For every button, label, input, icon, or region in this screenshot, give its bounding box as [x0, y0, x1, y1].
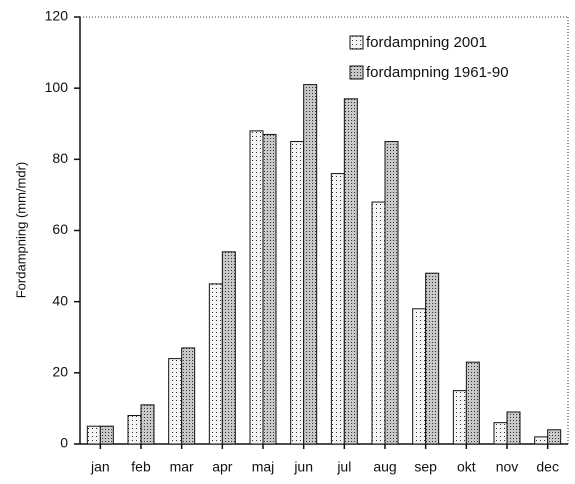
bar	[343, 98, 358, 445]
x-tick-label: okt	[457, 459, 476, 475]
bar	[221, 251, 236, 445]
bar	[127, 415, 142, 445]
bar	[99, 425, 114, 445]
x-tick-label: nov	[496, 459, 519, 475]
x-tick-label: jun	[293, 459, 313, 475]
bar	[425, 272, 440, 445]
bar	[384, 141, 399, 445]
bar	[290, 141, 305, 445]
legend-swatch	[349, 35, 364, 50]
x-tick-label: jul	[336, 459, 351, 475]
bar	[330, 173, 345, 445]
x-tick-label: mar	[170, 459, 194, 475]
bar	[465, 361, 480, 445]
x-tick-label: sep	[414, 459, 437, 475]
x-tick-label: maj	[252, 459, 275, 475]
bar	[534, 436, 549, 445]
y-tick-label: 20	[52, 364, 68, 380]
y-axis-label: Fordampning (mm/mdr)	[13, 162, 28, 299]
bar	[547, 429, 562, 445]
y-tick-label: 100	[45, 79, 69, 95]
bar	[140, 404, 155, 445]
bar	[86, 425, 101, 445]
y-tick-label: 120	[45, 8, 69, 24]
legend-label: fordampning 2001	[366, 34, 487, 51]
bar	[168, 358, 183, 445]
bar	[506, 411, 521, 445]
bar	[303, 84, 318, 445]
bar	[412, 308, 427, 445]
y-tick-label: 60	[52, 221, 68, 237]
bar	[249, 130, 264, 445]
legend-label: fordampning 1961-90	[366, 64, 509, 81]
y-tick-label: 80	[52, 150, 68, 166]
bar	[493, 422, 508, 445]
bar	[262, 133, 277, 445]
x-tick-label: feb	[131, 459, 151, 475]
bar	[181, 347, 196, 445]
y-tick-label: 0	[60, 435, 68, 451]
x-tick-label: jan	[90, 459, 110, 475]
x-tick-label: aug	[373, 459, 396, 475]
y-tick-label: 40	[52, 292, 68, 308]
legend-swatch	[349, 65, 364, 80]
bar	[452, 390, 467, 445]
x-tick-label: apr	[212, 459, 233, 475]
x-tick-label: dec	[536, 459, 559, 475]
bar	[371, 201, 386, 445]
bar	[208, 283, 223, 445]
